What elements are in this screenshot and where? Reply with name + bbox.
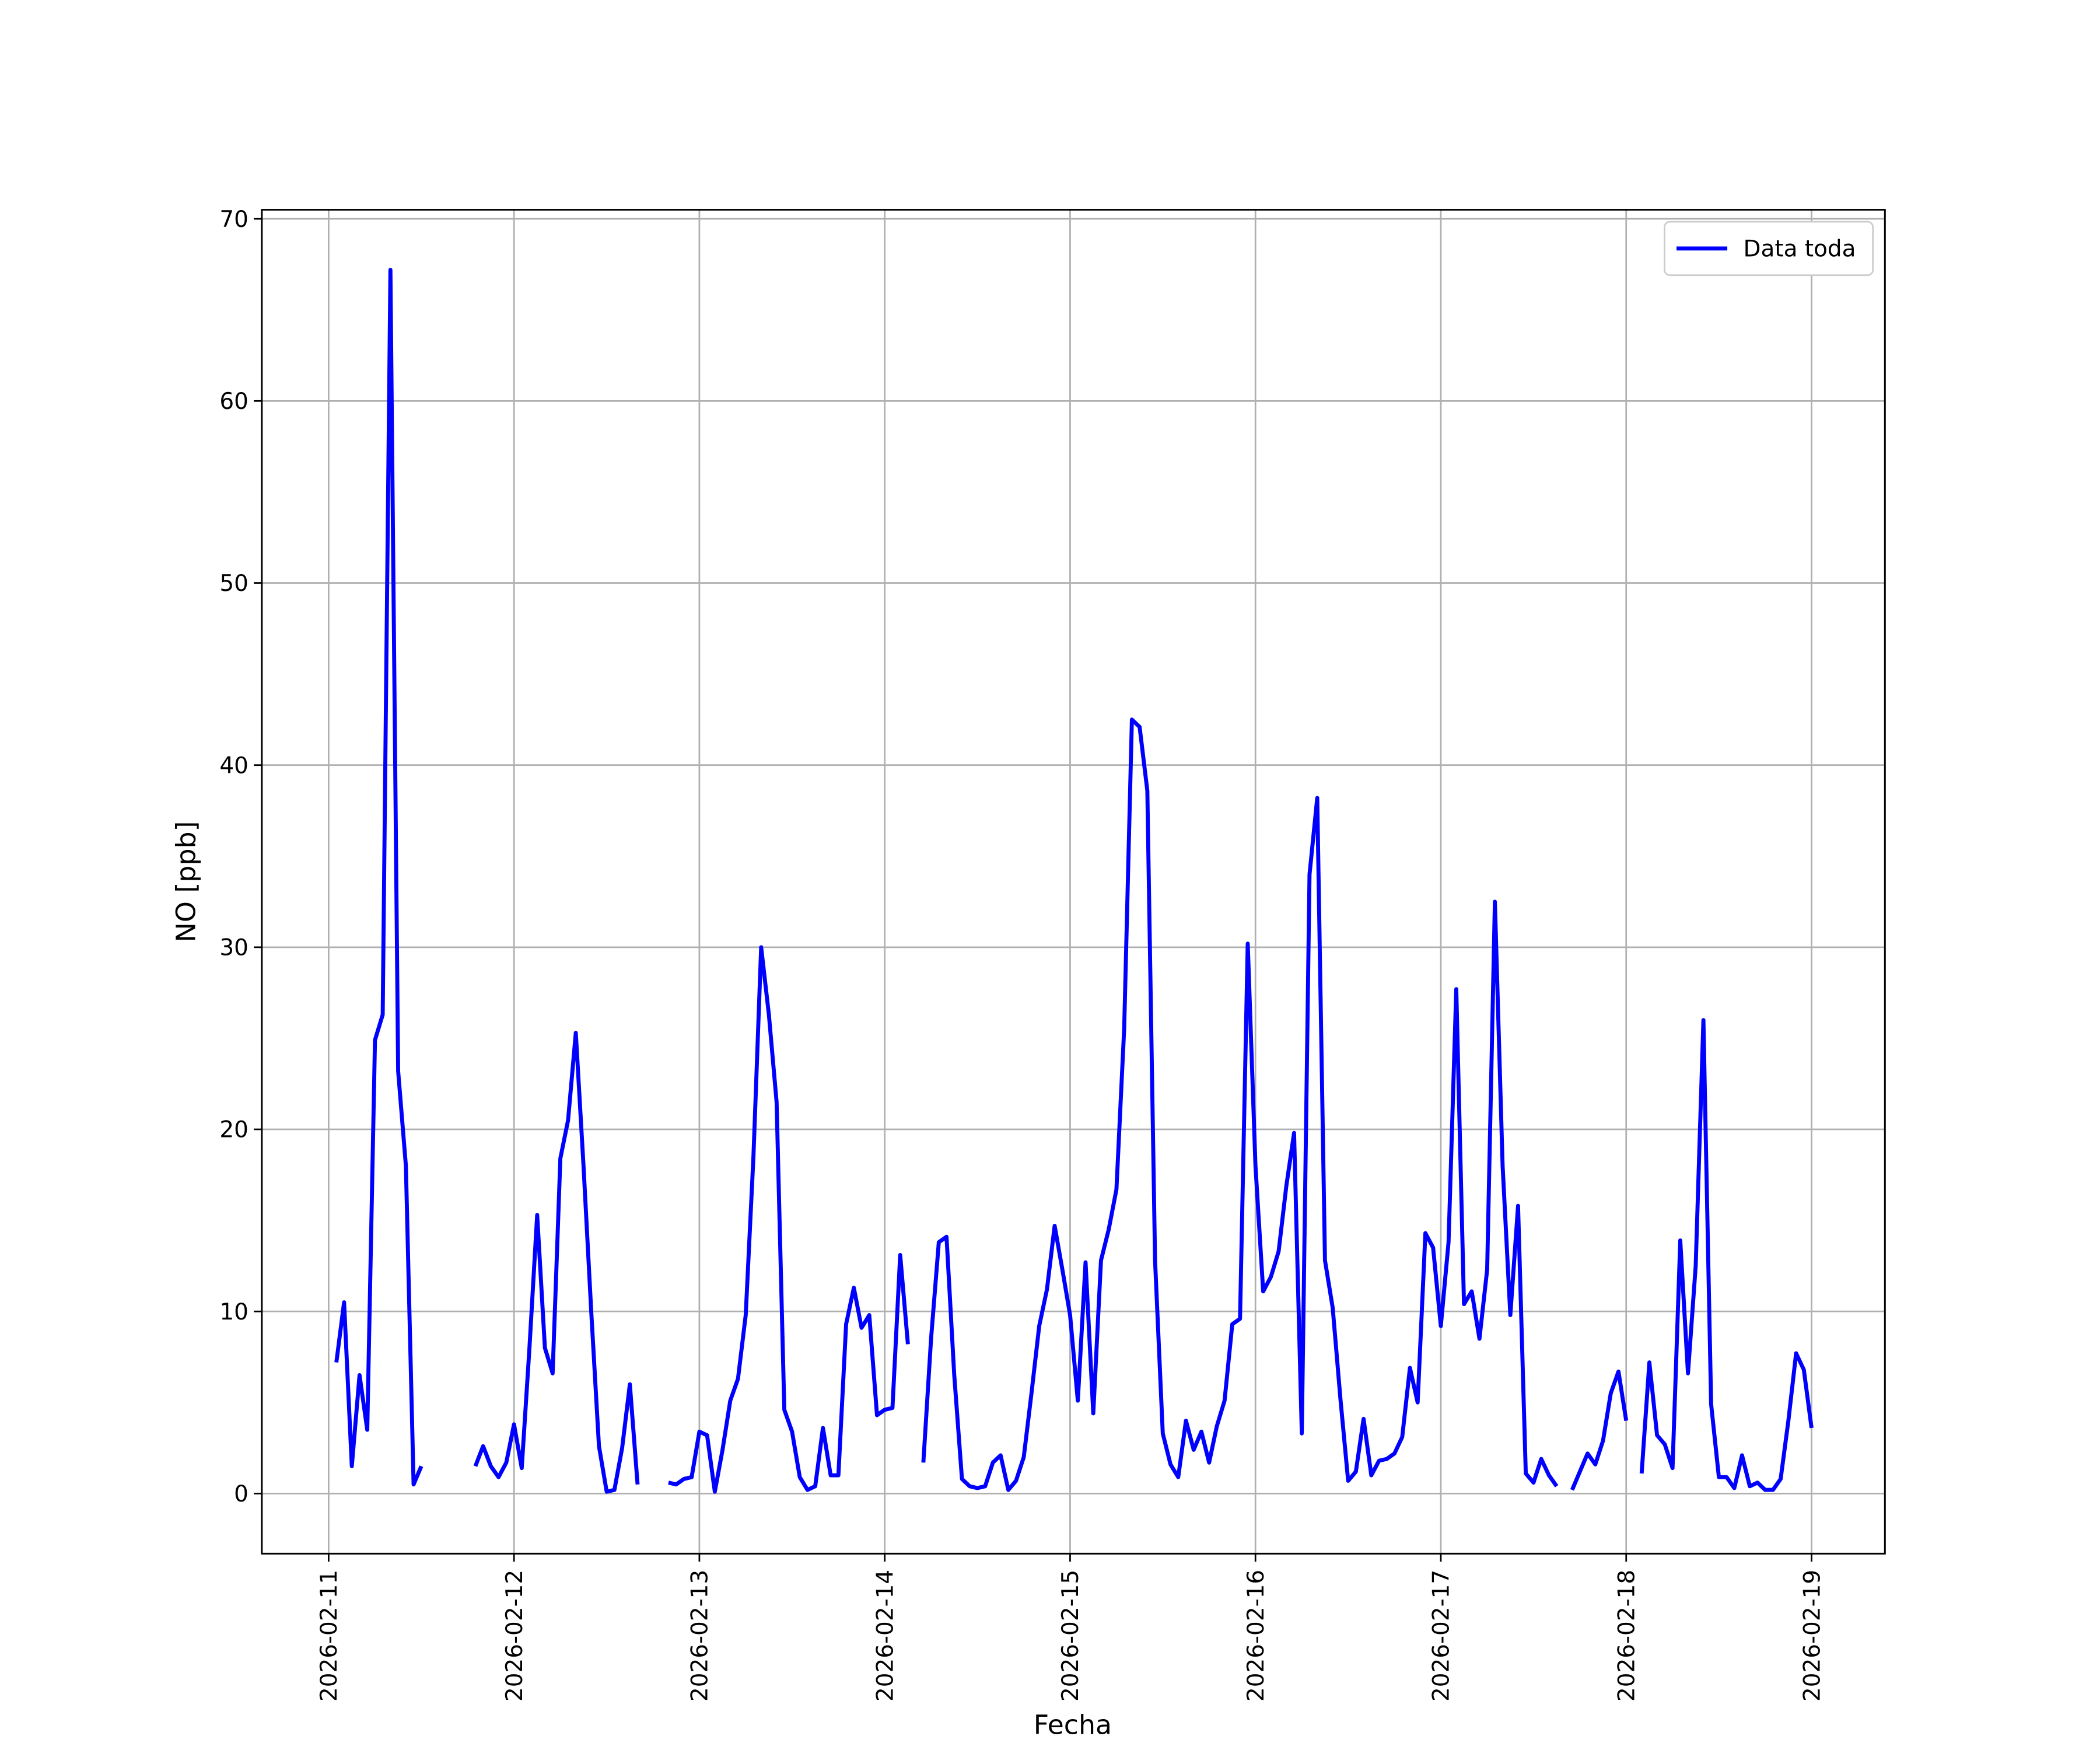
y-axis-label: NO [ppb]: [170, 821, 201, 943]
y-tick-label: 10: [219, 1299, 249, 1325]
x-tick-label: 2026-02-16: [1243, 1570, 1269, 1702]
x-tick-label: 2026-02-15: [1058, 1570, 1084, 1702]
x-tick-label: 2026-02-17: [1429, 1570, 1455, 1702]
y-tick-label: 50: [219, 570, 249, 597]
y-tick-label: 0: [234, 1481, 249, 1507]
x-axis-label: Fecha: [1034, 1709, 1112, 1741]
legend: Data toda: [1664, 220, 1874, 276]
data-line: [334, 268, 1814, 1494]
x-tick-label: 2026-02-19: [1799, 1570, 1825, 1702]
x-tick-label: 2026-02-13: [687, 1570, 713, 1702]
x-tick-label: 2026-02-12: [502, 1570, 528, 1702]
plot-frame: [261, 209, 1886, 1555]
x-tick-label: 2026-02-18: [1614, 1570, 1640, 1702]
x-tick-label: 2026-02-14: [872, 1570, 898, 1702]
x-tick-label: 2026-02-11: [316, 1570, 342, 1702]
y-tick-label: 20: [219, 1117, 249, 1143]
y-tick-label: 40: [219, 752, 249, 779]
legend-box: [1664, 220, 1874, 276]
y-tick-label: 70: [219, 206, 249, 233]
y-tick-label: 60: [219, 388, 249, 415]
legend-label: Data toda: [1744, 236, 1856, 262]
y-tick-label: 30: [219, 935, 249, 961]
